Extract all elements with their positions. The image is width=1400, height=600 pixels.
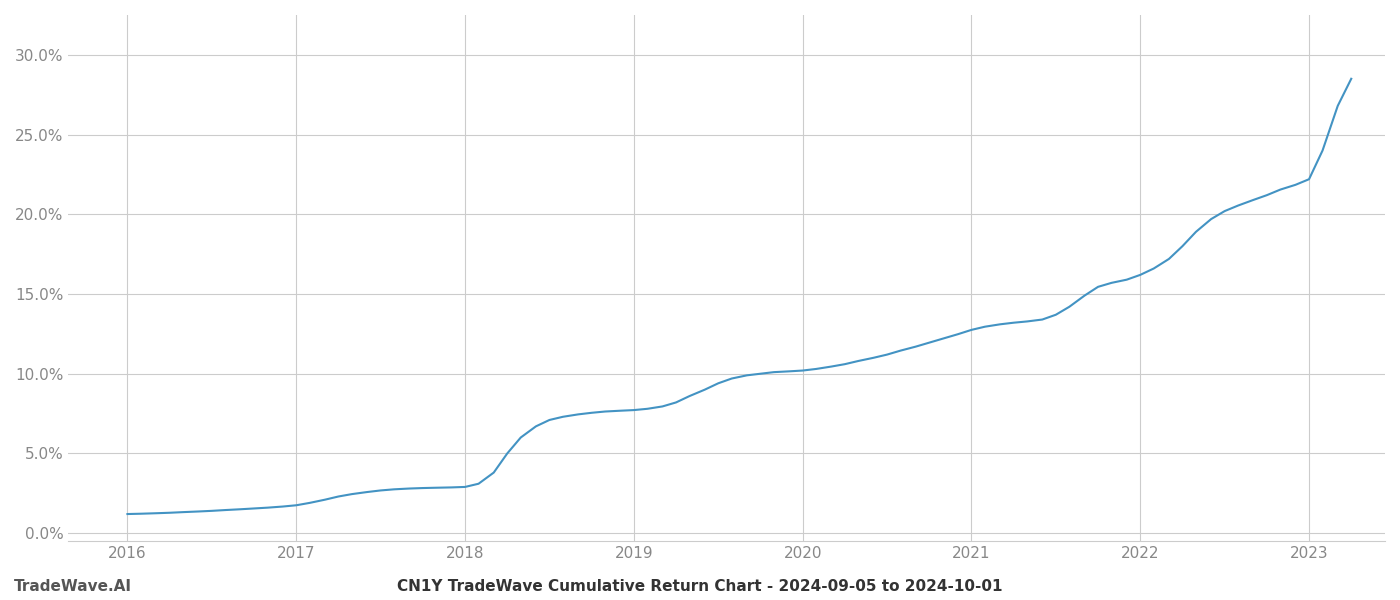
Text: CN1Y TradeWave Cumulative Return Chart - 2024-09-05 to 2024-10-01: CN1Y TradeWave Cumulative Return Chart -… [398,579,1002,594]
Text: TradeWave.AI: TradeWave.AI [14,579,132,594]
